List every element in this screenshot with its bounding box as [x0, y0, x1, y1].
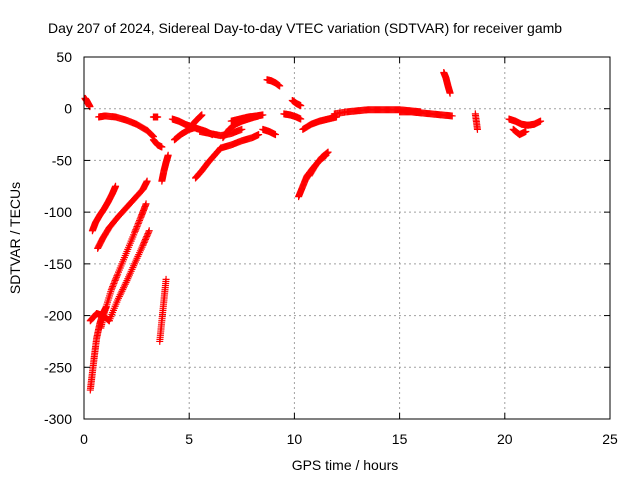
y-tick-label: -250: [44, 359, 72, 375]
data-point: [238, 125, 246, 133]
data-point: [149, 132, 157, 140]
data-point: [522, 127, 530, 135]
plot-frame: [83, 56, 611, 420]
data-point: [107, 286, 115, 294]
data-point: [113, 272, 121, 280]
data-point: [135, 218, 143, 226]
series-arc-21: [259, 125, 279, 139]
data-point: [111, 278, 119, 286]
x-tick-label: 10: [287, 431, 303, 447]
data-point: [111, 276, 119, 284]
data-layer: [81, 69, 545, 394]
series-arc-22: [263, 76, 284, 90]
y-tick-label: -300: [44, 411, 72, 427]
data-point: [133, 223, 141, 231]
data-point: [271, 131, 279, 139]
data-point: [143, 177, 151, 185]
y-tick-label: -100: [44, 204, 72, 220]
y-axis-label: SDTVAR / TECUs: [7, 182, 23, 294]
data-point: [108, 284, 116, 292]
data-point: [164, 151, 172, 159]
data-point: [297, 102, 305, 110]
series-arc-18: [217, 131, 263, 152]
data-point: [131, 227, 139, 235]
x-tick-label: 0: [80, 431, 88, 447]
data-point: [145, 228, 153, 236]
data-point: [142, 200, 150, 208]
series-arc-02: [88, 182, 120, 235]
data-point: [162, 275, 170, 283]
series-arc-26: [305, 148, 332, 180]
data-point: [148, 131, 156, 139]
data-point: [134, 221, 142, 229]
y-tick-label: 50: [56, 49, 72, 65]
x-tick-label: 5: [185, 431, 193, 447]
series-arc-32: [505, 115, 545, 129]
y-tick-label: -50: [52, 152, 72, 168]
data-point: [297, 115, 305, 123]
series-arc-11: [156, 275, 170, 345]
data-point: [145, 227, 153, 235]
data-point: [158, 143, 166, 151]
x-tick-label: 15: [392, 431, 408, 447]
data-point: [259, 111, 267, 119]
data-point: [112, 182, 120, 190]
x-tick-label: 20: [497, 431, 513, 447]
series-arc-10: [149, 113, 162, 121]
x-axis-label: GPS time / hours: [292, 457, 399, 473]
y-tick-label: 0: [64, 101, 72, 117]
data-point: [448, 112, 456, 120]
x-tick-label: 25: [602, 431, 618, 447]
series-arc-01: [81, 94, 94, 111]
data-point: [112, 275, 120, 283]
data-point: [132, 224, 140, 232]
series-arc-06: [97, 200, 150, 332]
chart-title: Day 207 of 2024, Sidereal Day-to-day VTE…: [48, 20, 562, 36]
series-arc-27: [299, 113, 340, 133]
series-arc-08: [95, 112, 157, 141]
data-point: [324, 148, 332, 156]
series-arc-20: [227, 111, 267, 125]
series-arc-16: [192, 144, 225, 182]
data-point: [276, 82, 284, 90]
series-arc-15: [187, 111, 206, 130]
series-arc-33: [509, 125, 530, 139]
series-arc-12: [158, 151, 172, 185]
data-point: [198, 111, 206, 119]
series-arc-23: [280, 110, 305, 123]
series-arc-09: [149, 136, 166, 151]
data-point: [110, 280, 118, 288]
series-arc-31: [471, 110, 481, 133]
series-arc-07: [105, 227, 153, 325]
data-point: [473, 125, 481, 133]
data-point: [109, 283, 117, 291]
data-point: [537, 117, 545, 125]
series-arc-30: [440, 69, 454, 97]
data-point: [136, 216, 144, 224]
y-tick-label: -200: [44, 308, 72, 324]
data-point: [446, 89, 454, 97]
tick-layer: 0 5 10 15 20 25 50 0 -50 -100 -150 -200 -250 -300: [44, 49, 618, 447]
data-point: [109, 281, 117, 289]
y-tick-label: -150: [44, 256, 72, 272]
series-arc-29: [396, 108, 456, 120]
data-point: [132, 226, 140, 234]
series-arc-24: [288, 96, 305, 110]
series-arc-03: [94, 177, 151, 252]
data-point: [154, 113, 162, 121]
data-point: [255, 131, 263, 139]
data-point: [112, 273, 120, 281]
data-point: [134, 220, 142, 228]
data-point: [130, 229, 138, 237]
